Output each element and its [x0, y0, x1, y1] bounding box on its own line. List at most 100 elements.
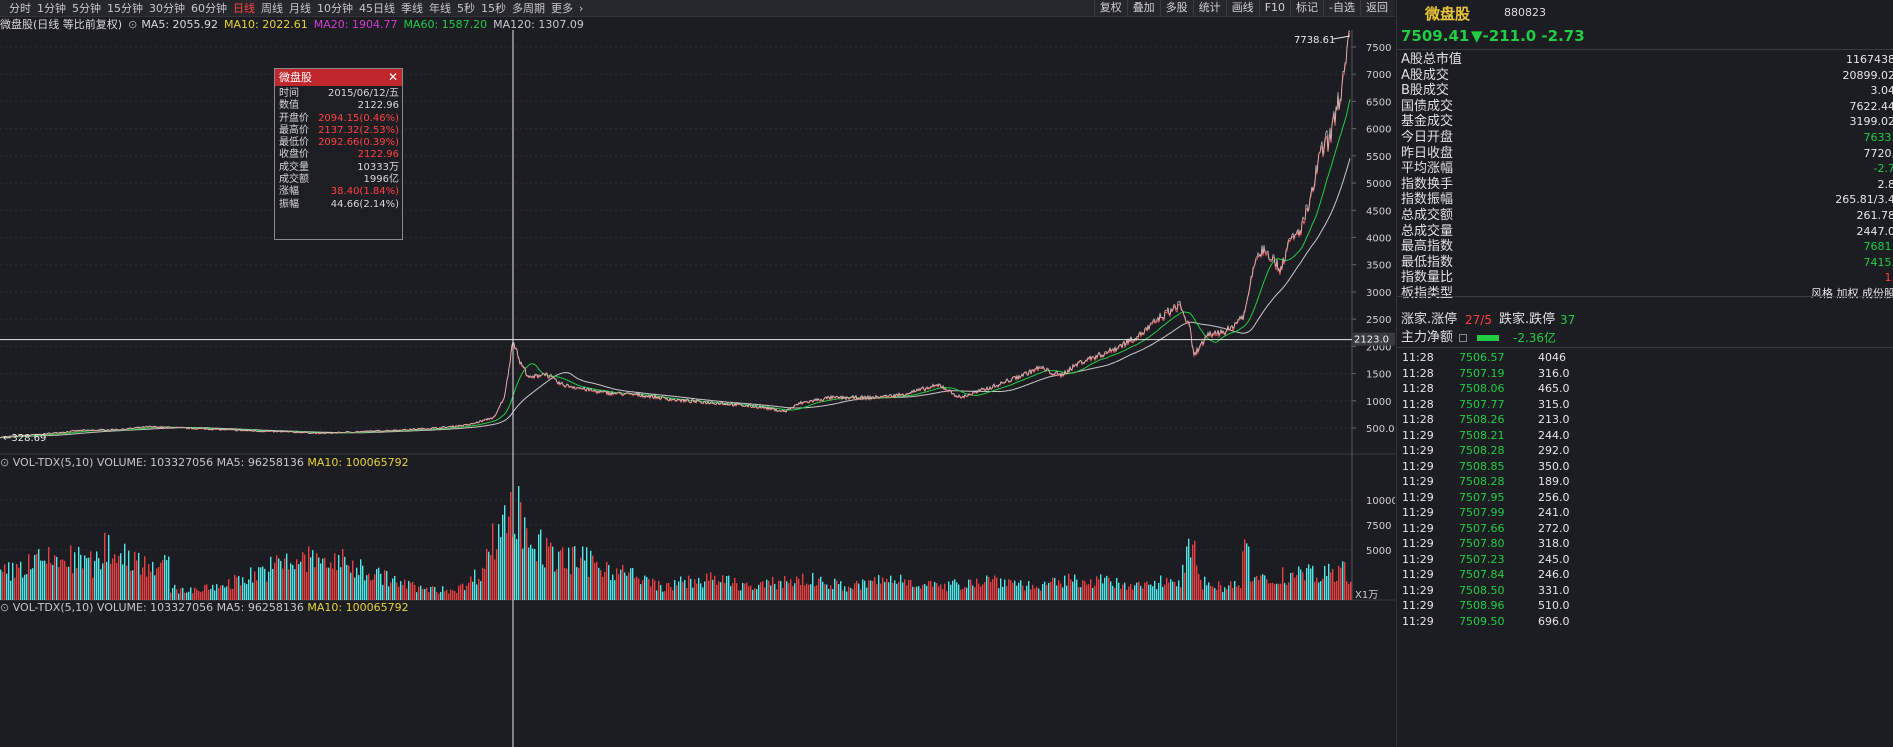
volume-bar	[614, 580, 616, 600]
kline-chart[interactable]: 7500 7000 6500 6000 5500 5000 4500 4000 3500 3000…	[0, 17, 1395, 747]
period-tab[interactable]: 1分钟	[37, 2, 66, 15]
period-tab[interactable]: 季线	[401, 2, 423, 15]
volume-bar	[1278, 583, 1280, 600]
volume-bar	[1032, 584, 1034, 600]
volume-bar	[390, 582, 392, 600]
tooltip-row: 成交额 1996亿	[275, 174, 402, 186]
volume-bar	[1206, 585, 1208, 600]
period-tab[interactable]: 15秒	[481, 2, 506, 15]
price-line	[0, 32, 1351, 439]
period-tab[interactable]: 更多	[551, 2, 573, 15]
chevron-right-icon[interactable]: ›	[579, 2, 584, 15]
tick-volume: 316.0	[1538, 366, 1570, 380]
volume-bar	[378, 567, 380, 600]
period-tab[interactable]: 月线	[289, 2, 311, 15]
tool-button[interactable]: -自选	[1323, 0, 1360, 17]
tool-button[interactable]: 标记	[1290, 0, 1323, 17]
volume-bar	[910, 579, 912, 600]
data-tooltip: 微盘股 ✕ 时间 2015/06/12/五 数值 2122.96 开盘价 2094.15(…	[274, 68, 403, 240]
volume-bar	[570, 574, 572, 600]
stat-row: 总成交额 261.78	[1397, 208, 1893, 224]
volume-bar	[586, 547, 588, 600]
volume-bar	[362, 565, 364, 600]
period-tab[interactable]: 多周期	[512, 2, 545, 15]
volume-bar	[1286, 585, 1288, 600]
period-tab[interactable]: 60分钟	[191, 2, 227, 15]
tick-time: 11:29	[1402, 583, 1434, 597]
volume-bar	[1062, 587, 1064, 600]
expand-icon[interactable]	[1459, 334, 1467, 342]
tooltip-key: 振幅	[279, 198, 299, 210]
close-icon[interactable]: ✕	[387, 70, 398, 84]
tick-price: 7508.21	[1459, 428, 1505, 442]
volume-bar	[1022, 585, 1024, 600]
volume-bar	[440, 591, 442, 600]
settings-icon[interactable]: ⊙	[128, 18, 138, 31]
volume-bar	[194, 587, 196, 600]
volume-bar	[152, 561, 154, 600]
volume-bar	[760, 582, 762, 600]
price-tick-label: 3500	[1366, 261, 1391, 272]
volume-bar	[638, 578, 640, 600]
volume-bar	[56, 556, 58, 600]
tool-button[interactable]: 复权	[1093, 0, 1127, 17]
volume-bar	[844, 586, 846, 600]
period-tab[interactable]: 5秒	[457, 2, 475, 15]
tick-price: 7507.77	[1459, 397, 1505, 411]
volume-bar	[1002, 586, 1004, 600]
volume-bar	[1144, 582, 1146, 600]
volume-bar	[1220, 585, 1222, 600]
volume-bar	[96, 551, 98, 600]
period-tab[interactable]: 周线	[261, 2, 283, 15]
volume-bar	[290, 563, 292, 600]
volume-bar	[510, 491, 512, 600]
period-tab[interactable]: 30分钟	[149, 2, 185, 15]
volume-bar	[236, 577, 238, 600]
tool-button[interactable]: 统计	[1192, 0, 1226, 17]
price-tick-label: 2500	[1366, 315, 1391, 326]
period-tab[interactable]: 45日线	[359, 2, 395, 15]
period-tab[interactable]: 10分钟	[317, 2, 353, 15]
period-tab[interactable]: 5分钟	[72, 2, 101, 15]
volume-bar	[68, 566, 70, 600]
volume-bar	[48, 547, 50, 600]
volume-bar	[574, 546, 576, 600]
volume-bar	[994, 575, 996, 600]
volume-bar	[1314, 581, 1316, 600]
volume-bar	[124, 543, 126, 600]
tick-time: 11:29	[1402, 552, 1434, 566]
volume-bar	[746, 582, 748, 600]
tool-button[interactable]: 多股	[1159, 0, 1193, 17]
volume-bar	[806, 583, 808, 600]
volume-bar	[458, 585, 460, 600]
tool-button[interactable]: 叠加	[1126, 0, 1160, 17]
volume-bar	[1222, 592, 1224, 600]
volume-bar	[210, 588, 212, 600]
tool-button[interactable]: 返回	[1360, 0, 1393, 17]
volume-bar	[104, 532, 106, 600]
period-tab[interactable]: 15分钟	[107, 2, 143, 15]
volume-bar	[832, 589, 834, 600]
volume-bar	[616, 568, 618, 600]
volume-bar	[828, 588, 830, 600]
volume-bar	[12, 562, 14, 600]
volume-bar	[1152, 586, 1154, 600]
volume-bar	[336, 570, 338, 600]
volume-bar	[1334, 581, 1336, 600]
tool-button[interactable]: 画线	[1225, 0, 1259, 17]
period-tab[interactable]: 年线	[429, 2, 451, 15]
tool-button[interactable]: F10	[1258, 0, 1290, 17]
volume-bar	[864, 580, 866, 600]
stat-value: 261.78	[1856, 209, 1893, 222]
period-tab[interactable]: 日线	[233, 2, 255, 15]
tick-row: 11:29 7508.96 510.0	[1397, 598, 1893, 613]
tick-volume: 256.0	[1538, 490, 1570, 504]
volume-settings-icon[interactable]: ⊙	[0, 601, 13, 614]
volume-bar	[824, 584, 826, 600]
volume-bar	[20, 561, 22, 600]
volume-bar	[924, 584, 926, 600]
period-tab[interactable]: 分时	[9, 2, 31, 15]
volume-bar	[112, 558, 114, 600]
volume-settings-icon[interactable]: ⊙	[0, 456, 13, 469]
volume-bar	[1048, 582, 1050, 600]
